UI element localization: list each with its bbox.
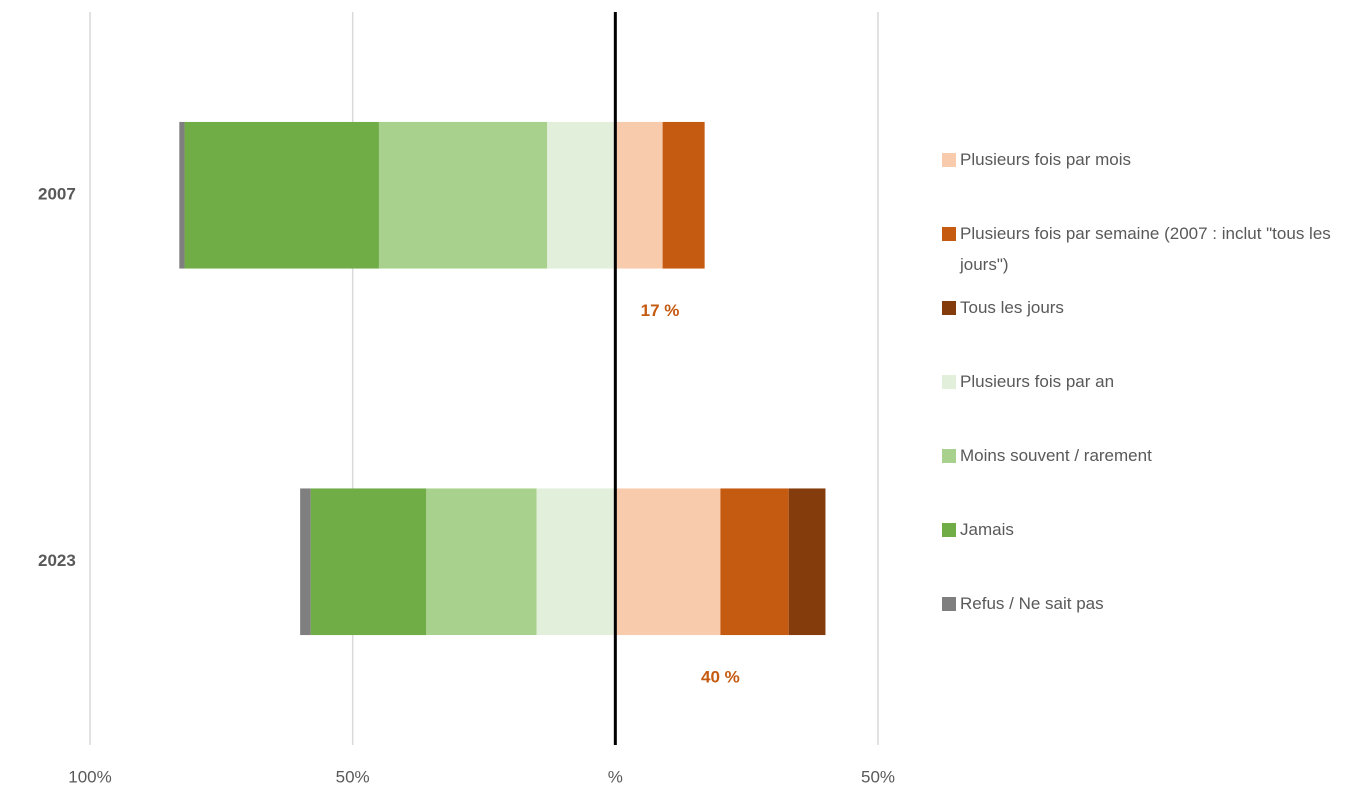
- legend-item: Refus / Ne sait pas: [942, 588, 1360, 619]
- legend-swatch: [942, 375, 956, 389]
- legend-item: Tous les jours: [942, 292, 1360, 323]
- legend-item: Plusieurs fois par semaine (2007 : inclu…: [942, 218, 1360, 280]
- legend-swatch: [942, 227, 956, 241]
- bar: [615, 488, 721, 636]
- bar: [547, 121, 616, 269]
- legend-item: Jamais: [942, 514, 1360, 545]
- total-label: 17 %: [641, 301, 680, 320]
- legend-item: Moins souvent / rarement: [942, 440, 1360, 471]
- bar: [536, 488, 616, 636]
- legend-swatch: [942, 523, 956, 537]
- y-tick-label: 2023: [38, 551, 76, 570]
- legend-swatch: [942, 597, 956, 611]
- bar: [426, 488, 537, 636]
- bar: [300, 488, 311, 636]
- bar: [720, 488, 789, 636]
- legend-swatch: [942, 153, 956, 167]
- legend-item: Plusieurs fois par mois: [942, 144, 1360, 175]
- bar: [788, 488, 826, 636]
- total-label: 40 %: [701, 668, 740, 687]
- bar: [615, 121, 663, 269]
- bar: [179, 121, 185, 269]
- bar: [662, 121, 705, 269]
- legend-label: Tous les jours: [960, 298, 1064, 317]
- y-tick-label: 2007: [38, 185, 76, 204]
- x-tick-label: 50%: [861, 767, 895, 786]
- legend-label: Jamais: [960, 520, 1014, 539]
- legend-label: Plusieurs fois par mois: [960, 150, 1132, 169]
- legend-label: Plusieurs fois par semaine (2007 : inclu…: [960, 224, 1331, 274]
- bar: [378, 121, 548, 269]
- bar: [184, 121, 379, 269]
- x-tick-label: %: [608, 767, 623, 786]
- legend-item: Plusieurs fois par an: [942, 366, 1360, 397]
- legend-swatch: [942, 449, 956, 463]
- bar: [310, 488, 427, 636]
- legend-label: Refus / Ne sait pas: [960, 594, 1104, 613]
- legend-label: Moins souvent / rarement: [960, 446, 1152, 465]
- x-tick-label: 50%: [336, 767, 370, 786]
- legend-label: Plusieurs fois par an: [960, 372, 1115, 391]
- legend-swatch: [942, 301, 956, 315]
- x-tick-label: 100%: [68, 767, 111, 786]
